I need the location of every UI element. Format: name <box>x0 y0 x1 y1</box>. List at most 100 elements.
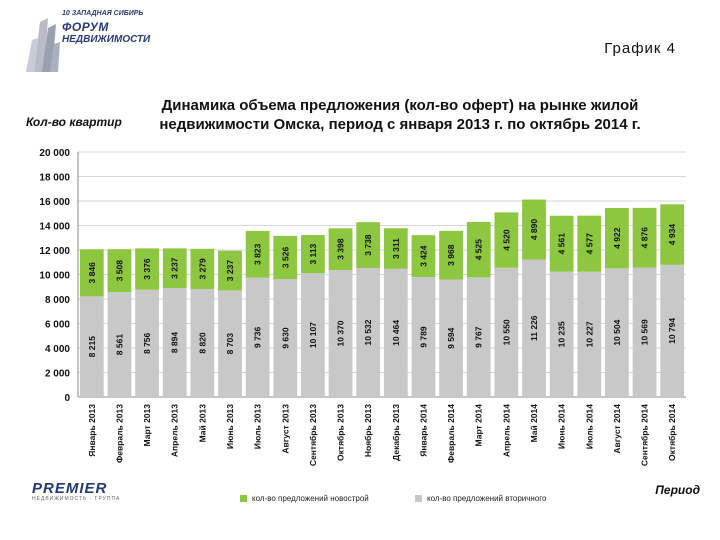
premier-logo: PREMIER <box>32 480 108 497</box>
data-label-new-build: 4 561 <box>557 233 567 255</box>
x-tick-label: Январь 2014 <box>418 404 428 457</box>
bar-new-build <box>190 248 215 289</box>
bar-new-build <box>660 204 685 265</box>
data-label-secondary: 10 227 <box>584 321 594 347</box>
x-tick-label: Март 2014 <box>474 404 484 447</box>
logo-top-text: 10 ЗАПАДНАЯ СИБИРЬ <box>62 10 144 17</box>
bar-new-build <box>494 212 519 268</box>
logo-line1: ФОРУМ <box>62 20 109 34</box>
x-tick-label: Август 2013 <box>280 404 290 454</box>
data-label-new-build: 3 237 <box>170 257 180 279</box>
y-axis-label: Кол-во квартир <box>26 115 122 129</box>
data-label-secondary: 8 756 <box>142 332 152 354</box>
bar-secondary <box>218 290 242 397</box>
data-label-new-build: 3 398 <box>336 238 346 260</box>
bar-secondary <box>605 268 629 397</box>
data-label-secondary: 9 736 <box>253 326 263 348</box>
bar-new-build <box>135 248 159 290</box>
bar-new-build <box>162 248 187 289</box>
bar-secondary <box>328 269 353 397</box>
bar-secondary <box>301 273 325 397</box>
data-label-new-build: 3 237 <box>225 260 235 282</box>
bar-new-build <box>218 250 242 291</box>
x-tick-label: Апрель 2014 <box>501 404 511 457</box>
x-tick-label: Февраль 2014 <box>446 404 456 463</box>
bar-new-build <box>273 235 298 280</box>
bar-new-build <box>439 230 463 280</box>
data-label-secondary: 10 370 <box>336 320 346 346</box>
bar-new-build <box>383 228 408 269</box>
bar-secondary <box>356 267 381 397</box>
legend-label-secondary: кол-во предложений вторичного <box>427 494 547 503</box>
bar-secondary <box>135 289 159 397</box>
data-label-new-build: 3 508 <box>114 260 124 282</box>
x-tick-label: Октябрь 2014 <box>667 404 677 461</box>
bar-new-build <box>549 215 574 272</box>
premier-logo-subtitle: НЕДВИЖИМОСТЬ · ГРУППА <box>32 496 121 502</box>
bar-secondary <box>273 279 298 397</box>
data-label-secondary: 8 703 <box>225 333 235 355</box>
data-label-secondary: 8 820 <box>197 332 207 354</box>
data-label-new-build: 4 525 <box>474 239 484 261</box>
legend-item-secondary: кол-во предложений вторичного <box>415 494 547 503</box>
data-label-secondary: 8 894 <box>170 332 180 354</box>
bar-new-build <box>79 249 104 297</box>
bar-secondary <box>411 277 436 397</box>
bar-secondary <box>466 277 491 397</box>
x-tick-label: Август 2014 <box>612 404 622 454</box>
page-label: График 4 <box>604 40 676 57</box>
x-tick-label: Январь 2013 <box>87 404 97 457</box>
bar-new-build <box>411 235 436 278</box>
bar-secondary <box>439 279 463 397</box>
x-tick-label: Июль 2014 <box>584 404 594 449</box>
bar-new-build <box>356 222 381 268</box>
bar-secondary <box>107 292 132 397</box>
data-label-secondary: 10 504 <box>612 319 622 345</box>
x-tick-label: Сентябрь 2013 <box>308 404 318 466</box>
x-tick-label: Май 2014 <box>529 404 539 443</box>
data-label-new-build: 4 890 <box>529 219 539 241</box>
data-label-new-build: 3 424 <box>418 245 428 267</box>
data-label-new-build: 3 526 <box>280 247 290 269</box>
data-label-new-build: 4 520 <box>501 229 511 251</box>
data-label-secondary: 9 594 <box>446 327 456 349</box>
data-label-secondary: 10 235 <box>557 321 567 347</box>
x-tick-label: Июнь 2014 <box>557 404 567 449</box>
bar-secondary <box>383 268 408 397</box>
bar-new-build <box>522 199 546 260</box>
x-tick-label: Май 2013 <box>197 404 207 443</box>
bar-new-build <box>245 230 270 278</box>
x-tick-label: Февраль 2013 <box>114 404 124 463</box>
bar-secondary <box>494 267 519 397</box>
bar-secondary <box>162 288 187 397</box>
data-label-new-build: 3 113 <box>308 243 318 264</box>
legend-swatch-new-build <box>240 495 247 502</box>
data-label-secondary: 10 794 <box>667 318 677 344</box>
bar-secondary <box>245 277 270 397</box>
x-axis-label: Период <box>655 483 700 497</box>
x-tick-label: Июль 2013 <box>253 404 263 449</box>
data-label-secondary: 10 532 <box>363 319 373 345</box>
x-tick-label: Октябрь 2013 <box>336 404 346 461</box>
y-tick-label: 2 000 <box>45 369 70 380</box>
bar-new-build <box>466 221 491 278</box>
y-tick-label: 18 000 <box>39 173 70 184</box>
x-tick-label: Июнь 2013 <box>225 404 235 449</box>
data-label-secondary: 10 464 <box>391 320 401 346</box>
x-tick-label: Сентябрь 2014 <box>640 404 650 466</box>
data-label-secondary: 10 550 <box>501 319 511 345</box>
x-tick-label: Декабрь 2013 <box>391 404 401 461</box>
bar-secondary <box>660 264 685 397</box>
x-tick-label: Ноябрь 2013 <box>363 404 373 457</box>
data-label-new-build: 3 846 <box>87 262 97 284</box>
data-label-secondary: 9 789 <box>418 326 428 348</box>
y-tick-label: 16 000 <box>39 197 70 208</box>
data-label-secondary: 9 630 <box>280 327 290 349</box>
legend-label-new-build: кол-во предложений новострой <box>252 494 369 503</box>
y-tick-label: 0 <box>64 393 70 404</box>
data-label-secondary: 9 767 <box>474 326 484 348</box>
data-label-new-build: 3 311 <box>391 238 401 259</box>
y-tick-label: 10 000 <box>39 271 70 282</box>
data-label-secondary: 8 215 <box>87 336 97 358</box>
